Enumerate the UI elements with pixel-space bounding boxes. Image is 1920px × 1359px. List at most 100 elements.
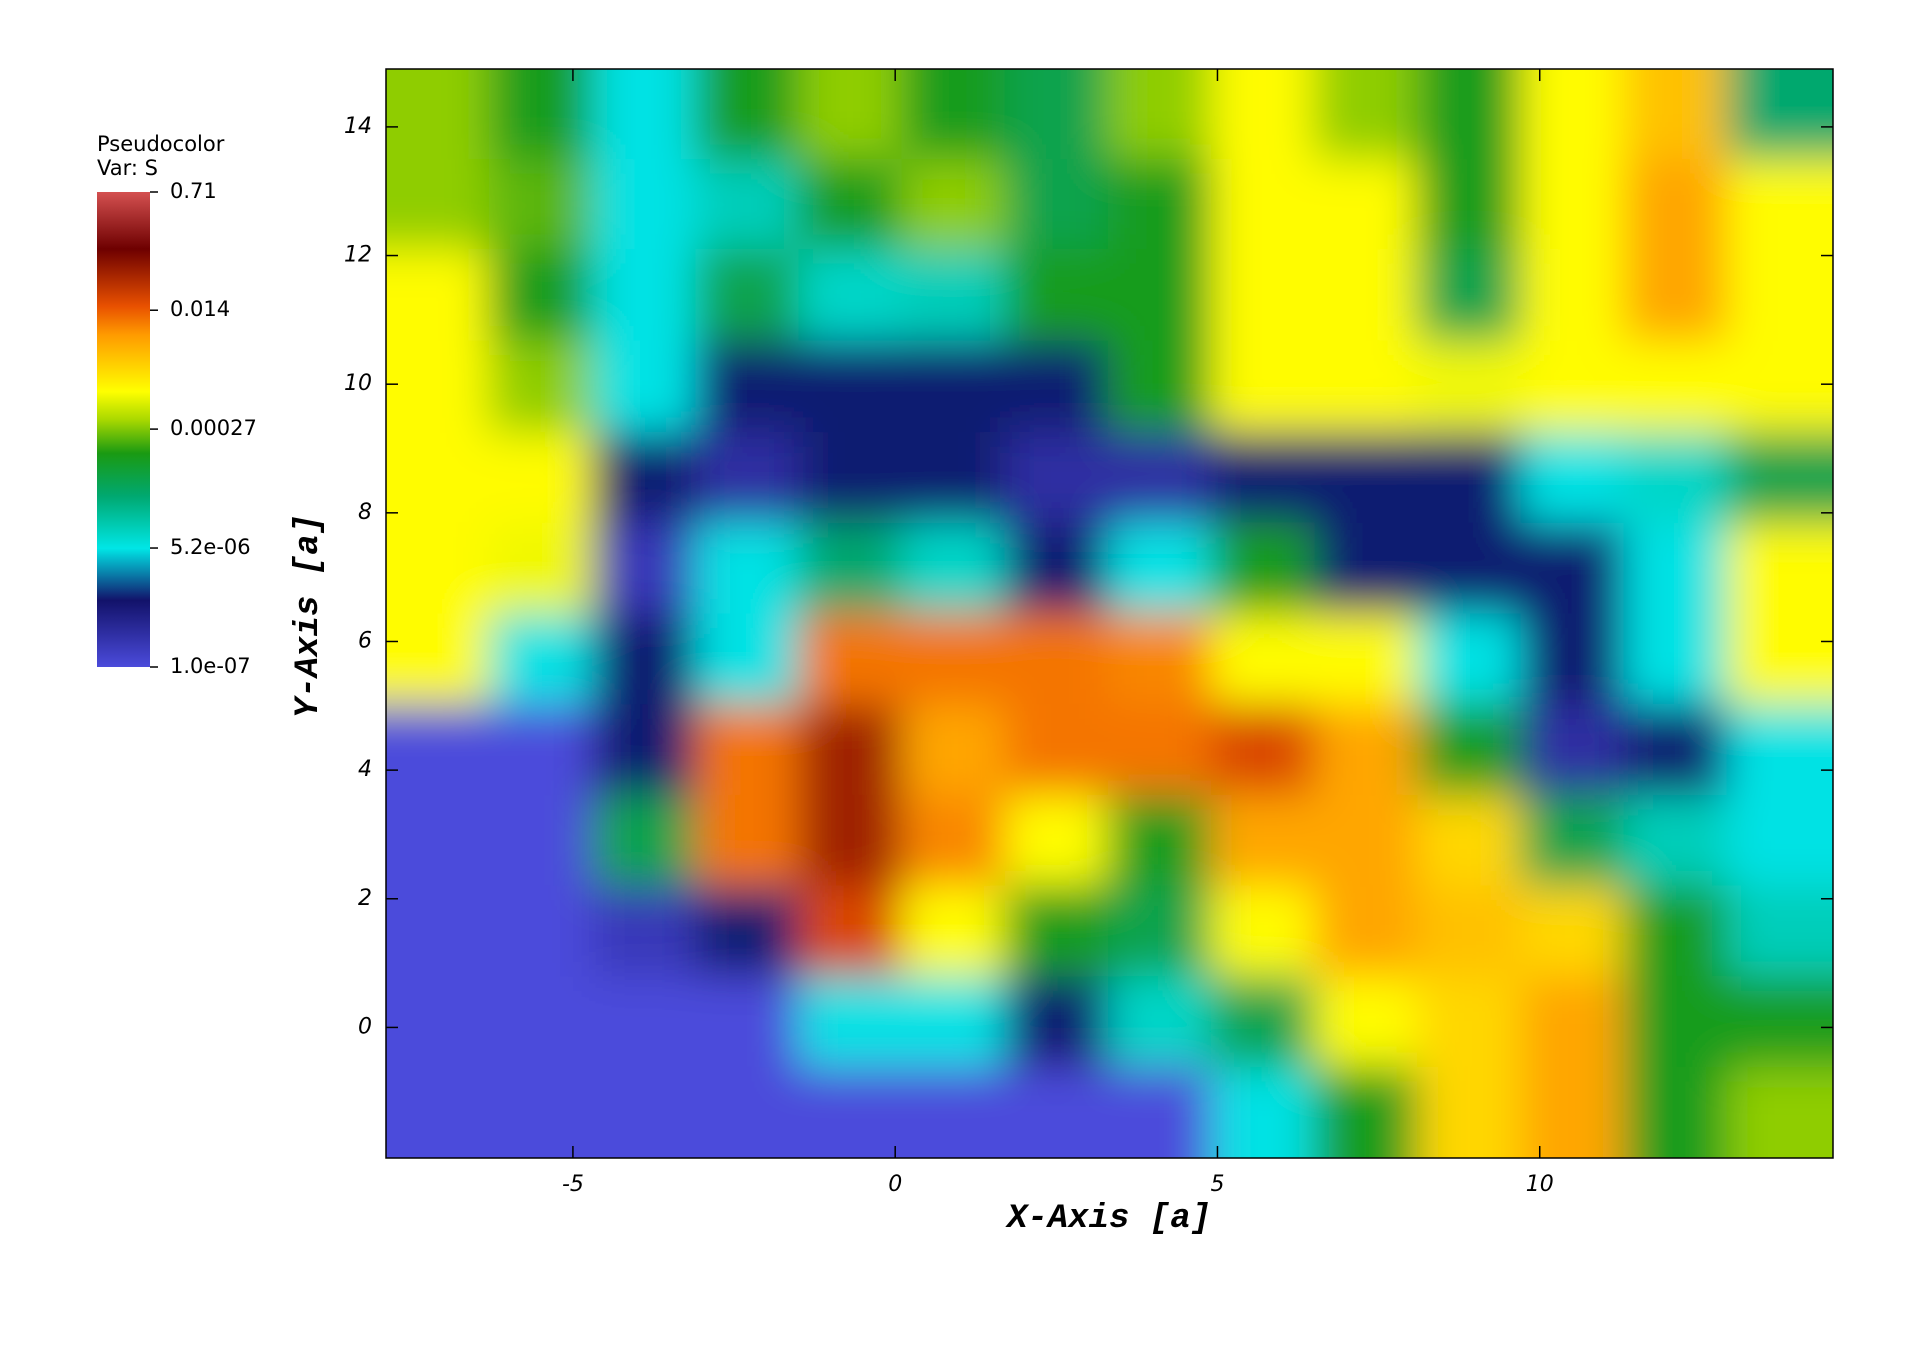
heatmap-cell <box>489 704 594 796</box>
x-tick-label: 5 <box>1210 1172 1224 1197</box>
heatmap-cell <box>1520 976 1625 1068</box>
heatmap-cell <box>901 704 1006 796</box>
heatmap-cell <box>386 704 491 796</box>
heatmap-cell <box>592 794 697 887</box>
heatmap-cell <box>798 976 903 1068</box>
heatmap-cell <box>695 69 800 161</box>
heatmap-cell <box>1726 704 1833 796</box>
heatmap-cell <box>1314 69 1419 161</box>
heatmap-cell <box>592 704 697 796</box>
colorbar-tick-label: 0.00027 <box>170 416 257 440</box>
heatmap-cell <box>1417 794 1522 887</box>
heatmap-cell <box>1417 522 1522 615</box>
heatmap-cell <box>695 249 800 342</box>
heatmap-cell <box>798 249 903 342</box>
heatmap-cell <box>1211 885 1316 978</box>
heatmap-cell <box>1211 1066 1316 1158</box>
heatmap-cell <box>592 432 697 524</box>
heatmap-cell <box>1520 1066 1625 1158</box>
colorbar-tick-label: 1.0e-07 <box>170 654 251 678</box>
heatmap-cell <box>695 522 800 615</box>
heatmap-cell <box>695 159 800 251</box>
heatmap-cell <box>1107 522 1213 615</box>
heatmap-cell <box>489 69 594 161</box>
legend-subtitle: Var: S <box>97 156 158 180</box>
heatmap-cell <box>386 340 491 434</box>
y-tick-label: 2 <box>358 886 372 911</box>
heatmap-cell <box>1417 613 1522 706</box>
heatmap-cell <box>1004 340 1109 434</box>
heatmap-cell <box>1314 613 1419 706</box>
heatmap-cell <box>1211 704 1316 796</box>
heatmap-cell <box>1004 159 1109 251</box>
heatmap-cell <box>1211 159 1316 251</box>
heatmap-cell <box>489 159 594 251</box>
heatmap-cell <box>592 522 697 615</box>
heatmap-cell <box>901 69 1006 161</box>
heatmap-cell <box>1520 432 1625 524</box>
heatmap-cell <box>901 340 1006 434</box>
heatmap-cell <box>592 249 697 342</box>
x-tick-label: 0 <box>888 1172 902 1197</box>
heatmap-cell <box>592 976 697 1068</box>
heatmap-cell <box>386 885 491 978</box>
heatmap-cell <box>1211 794 1316 887</box>
heatmap-cell <box>1417 432 1522 524</box>
heatmap-cell <box>592 340 697 434</box>
heatmap-cell <box>1314 432 1419 524</box>
heatmap-cell <box>1417 249 1522 342</box>
heatmap-cell <box>1520 159 1625 251</box>
heatmap-cell <box>1726 613 1833 706</box>
heatmap-cell <box>1726 432 1833 524</box>
heatmap-cell <box>386 976 491 1068</box>
heatmap-cell <box>901 613 1006 706</box>
y-tick-label: 14 <box>344 114 372 139</box>
x-tick-label: -5 <box>562 1172 584 1197</box>
y-tick-label: 0 <box>358 1014 372 1039</box>
heatmap-cell <box>1211 522 1316 615</box>
heatmap-cell <box>1107 613 1213 706</box>
heatmap-cell <box>695 432 800 524</box>
heatmap-cell <box>1623 340 1728 434</box>
heatmap-cell <box>592 613 697 706</box>
heatmap-cell <box>1314 522 1419 615</box>
heatmap-cell <box>1520 522 1625 615</box>
heatmap-cell <box>1623 976 1728 1068</box>
heatmap-cell <box>695 1066 800 1158</box>
heatmap-cell <box>1107 69 1213 161</box>
colorbar <box>97 192 150 667</box>
heatmap-cell <box>1417 704 1522 796</box>
colorbar-tick-label: 0.014 <box>170 297 230 321</box>
heatmap-cell <box>695 976 800 1068</box>
legend-title: Pseudocolor <box>97 132 225 156</box>
heatmap-cell <box>1520 340 1625 434</box>
heatmap-cell <box>695 794 800 887</box>
colorbar-tick-label: 0.71 <box>170 179 217 203</box>
heatmap-cell <box>1623 1066 1728 1158</box>
heatmap-cell <box>1726 522 1833 615</box>
heatmap-cell <box>798 432 903 524</box>
heatmap-cell <box>798 613 903 706</box>
heatmap-cell <box>489 1066 594 1158</box>
heatmap-cell <box>1211 69 1316 161</box>
heatmap-cell <box>1107 885 1213 978</box>
heatmap-cell <box>901 159 1006 251</box>
heatmap-cell <box>798 794 903 887</box>
heatmap-cell <box>1726 976 1833 1068</box>
x-tick-label: 10 <box>1526 1172 1554 1197</box>
heatmap-cell <box>901 976 1006 1068</box>
heatmap-cell <box>489 340 594 434</box>
heatmap-cell <box>1004 613 1109 706</box>
heatmap-cell <box>1004 69 1109 161</box>
heatmap-cells <box>386 69 1833 1158</box>
heatmap-cell <box>901 522 1006 615</box>
heatmap-cell <box>1211 432 1316 524</box>
heatmap-cell <box>1417 340 1522 434</box>
heatmap-cell <box>798 69 903 161</box>
heatmap-cell <box>901 1066 1006 1158</box>
heatmap-cell <box>1107 1066 1213 1158</box>
plot-frame <box>385 68 1834 1159</box>
x-axis-title: X-Axis [a] <box>1005 1200 1211 1238</box>
